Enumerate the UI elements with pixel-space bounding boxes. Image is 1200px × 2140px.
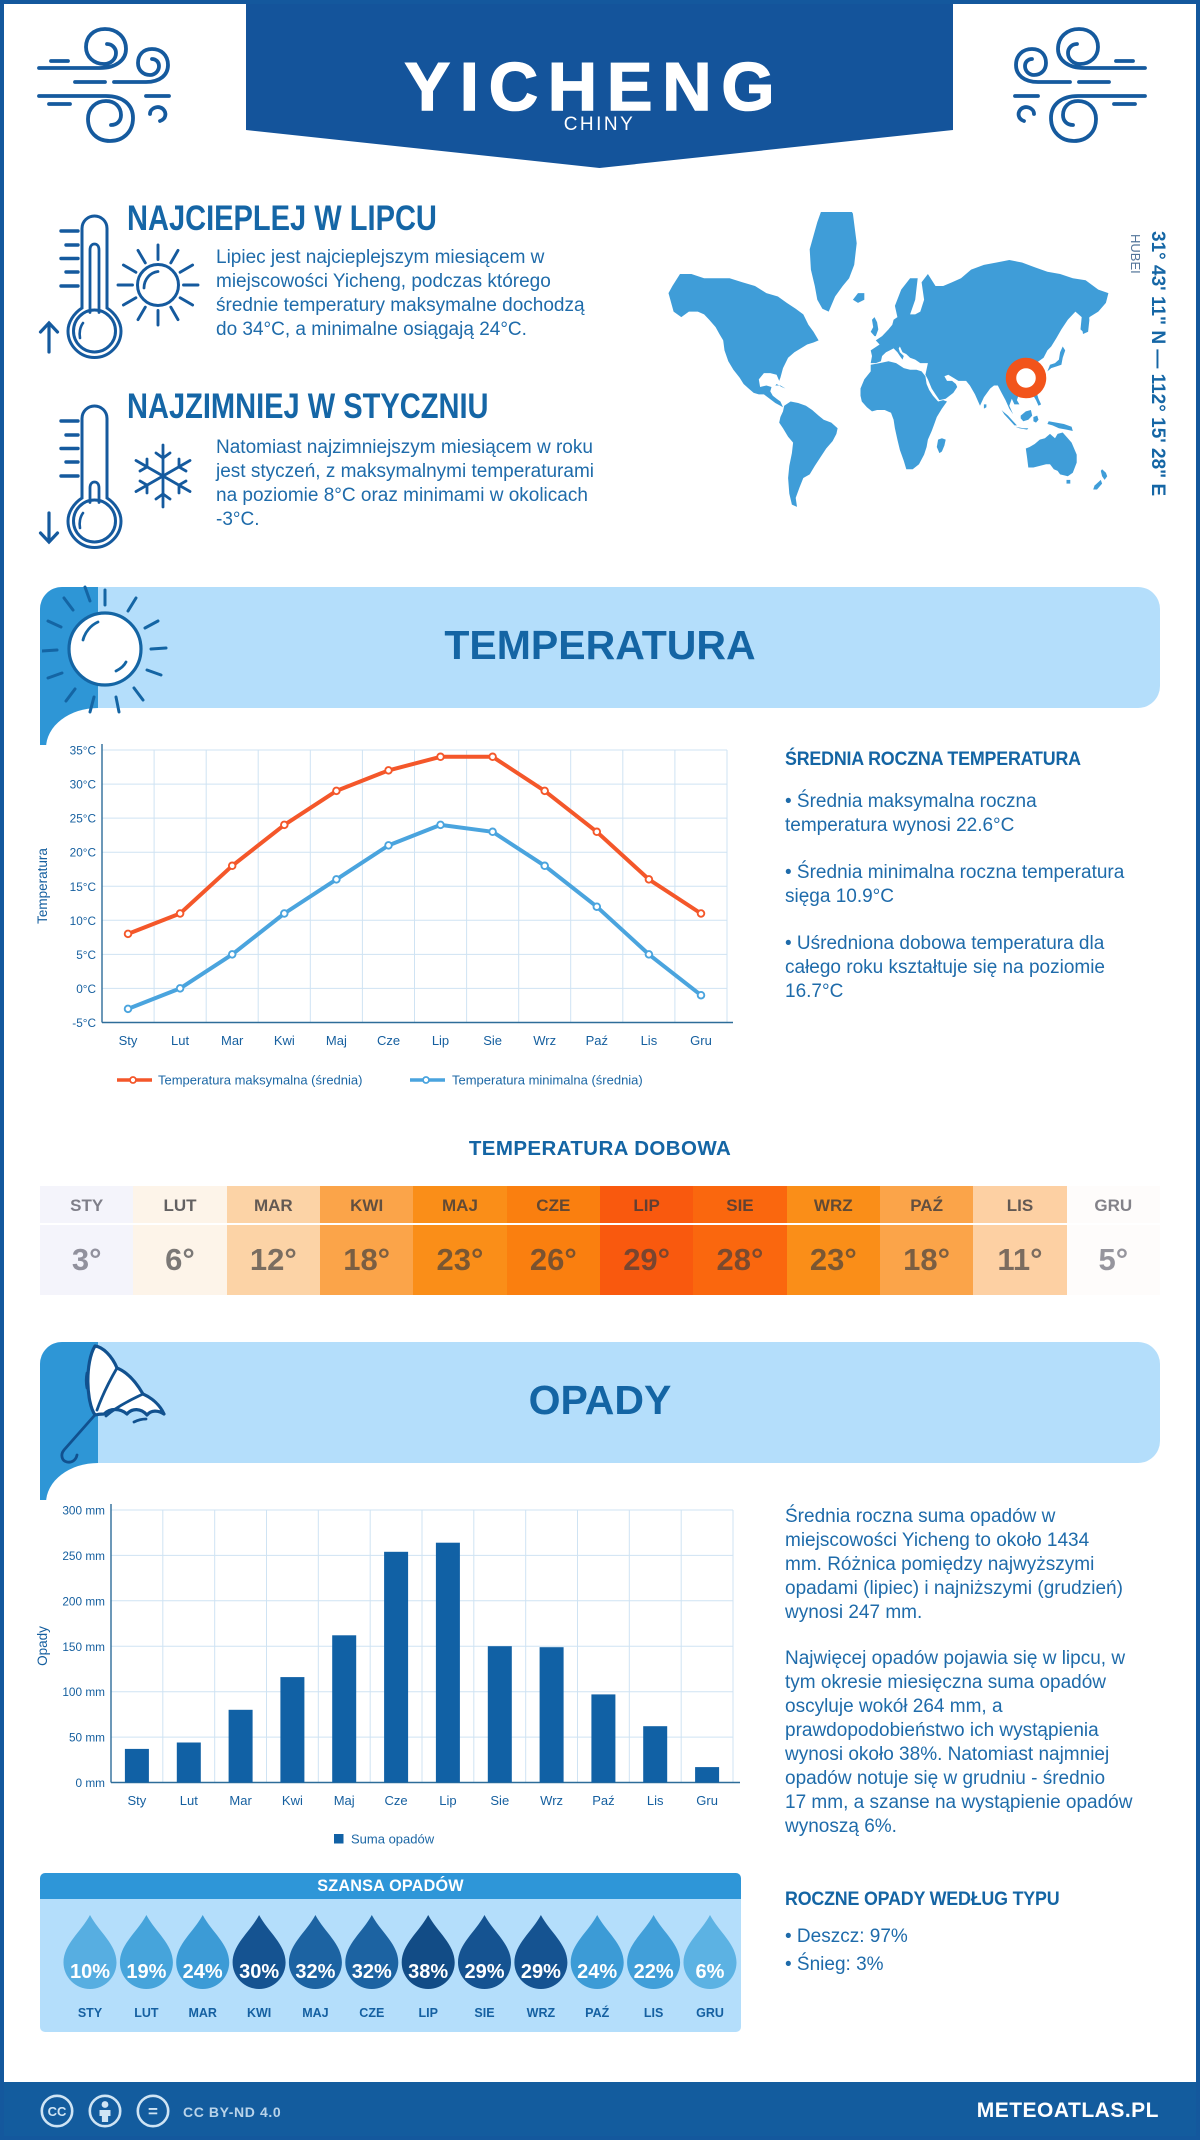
svg-text:24%: 24% [183,1961,223,1983]
svg-text:STY: STY [78,2006,103,2020]
svg-text:0°C: 0°C [76,982,96,996]
svg-text:Lut: Lut [180,1793,198,1808]
svg-text:30%: 30% [239,1961,279,1983]
svg-text:Maj: Maj [334,1793,355,1808]
svg-text:10°C: 10°C [70,914,97,928]
svg-text:Maj: Maj [326,1033,347,1048]
svg-text:Lip: Lip [439,1793,456,1808]
svg-text:Temperatura minimalna (średnia: Temperatura minimalna (średnia) [452,1073,643,1088]
svg-text:Paź: Paź [592,1793,614,1808]
svg-text:Gru: Gru [690,1033,712,1048]
svg-text:32%: 32% [352,1961,392,1983]
svg-text:LIS: LIS [644,2006,663,2020]
svg-text:Cze: Cze [385,1793,408,1808]
svg-text:30°C: 30°C [70,778,97,792]
svg-text:Suma opadów: Suma opadów [351,1832,435,1847]
svg-text:32%: 32% [295,1961,335,1983]
svg-text:29%: 29% [464,1961,504,1983]
svg-text:24%: 24% [577,1961,617,1983]
svg-text:19%: 19% [126,1961,166,1983]
svg-text:Wrz: Wrz [533,1033,556,1048]
svg-text:Cze: Cze [377,1033,400,1048]
svg-text:Opady: Opady [35,1626,50,1666]
svg-text:300 mm: 300 mm [62,1504,105,1518]
svg-text:KWI: KWI [247,2006,271,2020]
svg-text:Temperatura maksymalna (średni: Temperatura maksymalna (średnia) [158,1073,362,1088]
svg-text:150 mm: 150 mm [62,1640,105,1654]
svg-text:15°C: 15°C [70,880,97,894]
svg-text:GRU: GRU [696,2006,724,2020]
svg-text:22%: 22% [634,1961,674,1983]
svg-text:Gru: Gru [696,1793,718,1808]
svg-text:250 mm: 250 mm [62,1549,105,1563]
svg-text:LIP: LIP [418,2006,437,2020]
svg-text:Kwi: Kwi [274,1033,295,1048]
svg-text:Temperatura: Temperatura [35,848,50,924]
svg-text:-5°C: -5°C [72,1016,96,1030]
svg-text:Wrz: Wrz [540,1793,563,1808]
svg-text:Lis: Lis [647,1793,664,1808]
svg-text:MAR: MAR [188,2006,216,2020]
svg-text:MAJ: MAJ [302,2006,328,2020]
svg-text:Kwi: Kwi [282,1793,303,1808]
svg-text:CC: CC [48,2104,67,2119]
svg-text:Lip: Lip [432,1033,449,1048]
svg-text:10%: 10% [70,1961,110,1983]
svg-text:20°C: 20°C [70,846,97,860]
svg-text:Paź: Paź [586,1033,608,1048]
svg-text:200 mm: 200 mm [62,1594,105,1608]
svg-text:35°C: 35°C [70,744,97,758]
svg-text:Mar: Mar [221,1033,244,1048]
svg-text:Lis: Lis [641,1033,658,1048]
svg-text:100 mm: 100 mm [62,1685,105,1699]
svg-text:Sie: Sie [483,1033,502,1048]
svg-text:Lut: Lut [171,1033,189,1048]
svg-text:0 mm: 0 mm [76,1776,106,1790]
svg-text:SIE: SIE [474,2006,494,2020]
svg-text:Sie: Sie [490,1793,509,1808]
svg-text:Mar: Mar [229,1793,252,1808]
svg-text:25°C: 25°C [70,812,97,826]
svg-text:PAŹ: PAŹ [585,2005,609,2020]
svg-text:WRZ: WRZ [527,2006,556,2020]
svg-text:LUT: LUT [134,2006,159,2020]
svg-text:=: = [148,2102,158,2121]
svg-text:CZE: CZE [359,2006,384,2020]
svg-text:38%: 38% [408,1961,448,1983]
svg-text:29%: 29% [521,1961,561,1983]
svg-text:Sty: Sty [119,1033,138,1048]
svg-text:5°C: 5°C [76,948,96,962]
svg-text:50 mm: 50 mm [69,1731,105,1745]
svg-text:6%: 6% [696,1961,725,1983]
svg-text:Sty: Sty [128,1793,147,1808]
